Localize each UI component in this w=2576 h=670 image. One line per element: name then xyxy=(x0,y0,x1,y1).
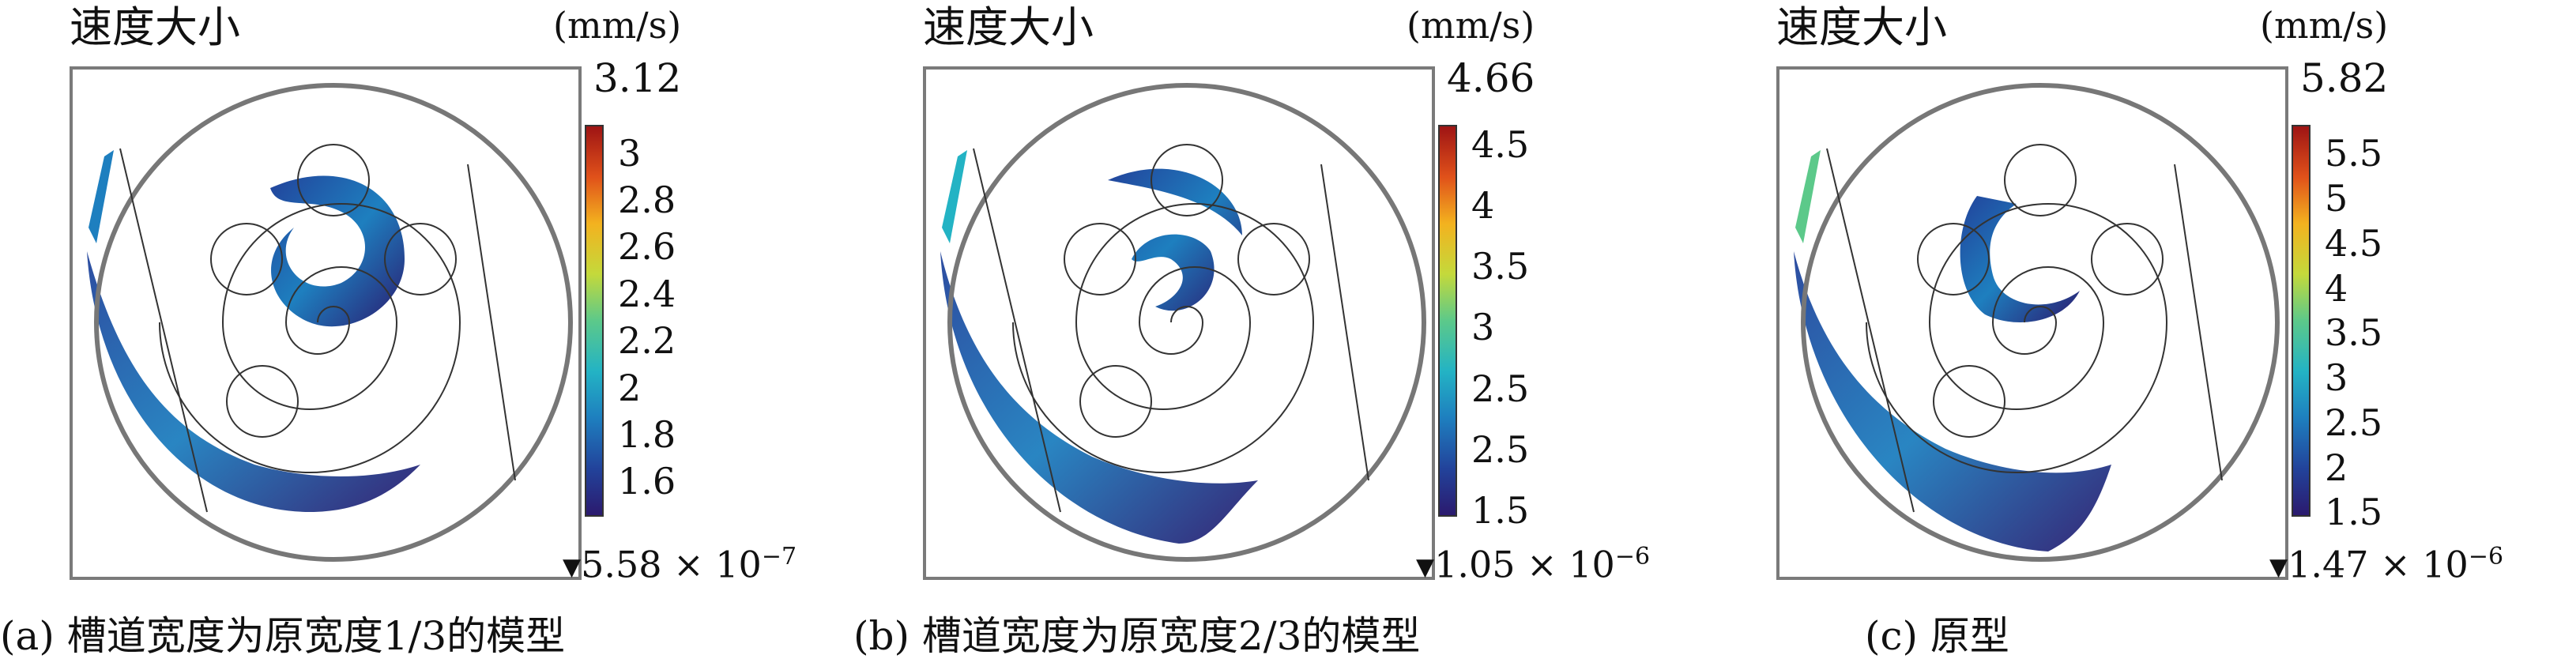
velocity-region-outer xyxy=(940,251,1258,544)
velocity-region-inner xyxy=(1108,168,1242,311)
min-value: 5.58 × 10 xyxy=(581,543,762,586)
colorbar-tick-label: 2.2 xyxy=(618,319,676,363)
min-value: 1.47 × 10 xyxy=(2288,543,2469,586)
min-exponent: −7 xyxy=(761,543,797,570)
colorbar-tick-label: 2.6 xyxy=(618,225,676,269)
colorbar xyxy=(1438,125,1457,517)
velocity-region-outer xyxy=(1794,251,2111,551)
colorbar-ticks: 5.5 5 4.5 4 3.5 3 2.5 2 1.5 xyxy=(2325,125,2435,530)
colorbar-tick-label: 2.5 xyxy=(1471,428,1530,471)
velocity-region-wall xyxy=(942,150,967,243)
colorbar-tick-label: 3.5 xyxy=(2325,311,2383,355)
figure-panel-c: 速度大小 (mm/s) ▲ 5.82 5.554.543.532 xyxy=(1707,0,2560,670)
panel-title: 速度大小 xyxy=(923,2,1094,52)
colorbar-tick-label: 1.6 xyxy=(618,460,676,503)
colorbar-tick-label: 2.5 xyxy=(1471,367,1530,410)
spiral-lines xyxy=(973,144,1369,513)
casing-circle xyxy=(1801,83,2280,562)
colorbar-ticks: 4.5 4 3.5 3 2.5 2.5 1.5 xyxy=(1471,122,1582,529)
colorbar-tick-label: 2.5 xyxy=(2325,401,2383,444)
triangle-down-icon: ▼ xyxy=(2269,553,2288,582)
min-value-label: ▼5.58 × 10−7 xyxy=(563,529,797,595)
max-value: 5.82 xyxy=(2299,55,2389,101)
velocity-region-inner xyxy=(1960,196,2080,322)
flow-field-plot xyxy=(70,66,582,580)
flow-field-plot xyxy=(923,66,1435,580)
colorbar-tick-label: 3.5 xyxy=(1471,245,1530,288)
min-value-label: ▼1.05 × 10−6 xyxy=(1416,529,1650,595)
colorbar-tick-label: 5.5 xyxy=(2325,132,2383,175)
velocity-region-outer xyxy=(87,251,420,512)
panel-title: 速度大小 xyxy=(70,2,240,52)
min-exponent: −6 xyxy=(2468,543,2504,570)
panel-title: 速度大小 xyxy=(1776,2,1947,52)
colorbar-tick-label: 1.8 xyxy=(618,413,676,457)
casing-circle xyxy=(947,83,1426,562)
colorbar-tick-label: 3 xyxy=(2325,356,2348,400)
colorbar-tick-label: 4.5 xyxy=(1471,122,1530,166)
max-value: 3.12 xyxy=(593,55,682,101)
colorbar-tick-label: 1.5 xyxy=(2325,491,2383,534)
unit-label: (mm/s) xyxy=(553,4,682,47)
colorbar-tick-label: 1.5 xyxy=(1471,489,1530,533)
colorbar-tick-label: 2 xyxy=(2325,446,2348,489)
velocity-region-inner xyxy=(270,175,405,327)
figure-panel-a: 速度大小 (mm/s) ▲ 3.12 32.82.62.42.2 xyxy=(0,0,853,670)
spiral-lines xyxy=(1826,144,2223,513)
max-value: 4.66 xyxy=(1446,55,1535,101)
colorbar-tick-label: 5 xyxy=(2325,177,2348,220)
colorbar-tick-label: 2.4 xyxy=(618,272,676,315)
panel-caption: (c) 原型 xyxy=(1865,613,2009,659)
panel-caption: (b) 槽道宽度为原宽度2/3的模型 xyxy=(853,613,1421,659)
colorbar-tick-label: 4 xyxy=(1471,183,1495,227)
triangle-down-icon: ▼ xyxy=(563,553,582,582)
velocity-region-wall xyxy=(1795,150,1821,243)
flow-field-plot xyxy=(1776,66,2288,580)
colorbar-tick-label: 4 xyxy=(2325,266,2348,310)
panel-caption: (a) 槽道宽度为原宽度1/3的模型 xyxy=(0,613,566,659)
colorbar-tick-label: 2 xyxy=(618,366,642,409)
colorbar-tick-label: 3 xyxy=(618,131,642,175)
triangle-down-icon: ▼ xyxy=(1416,553,1435,582)
velocity-region-wall xyxy=(89,150,114,243)
min-value: 1.05 × 10 xyxy=(1434,543,1615,586)
min-exponent: −6 xyxy=(1614,543,1651,570)
colorbar-tick-label: 2.8 xyxy=(618,179,676,222)
casing-circle xyxy=(94,83,573,562)
colorbar xyxy=(585,125,604,517)
min-value-label: ▼1.47 × 10−6 xyxy=(2269,529,2503,595)
colorbar-ticks: 3 2.8 2.6 2.4 2.2 2 1.8 1.6 xyxy=(618,125,729,517)
colorbar xyxy=(2292,125,2310,517)
unit-label: (mm/s) xyxy=(2260,4,2389,47)
colorbar-tick-label: 3 xyxy=(1471,306,1495,349)
unit-label: (mm/s) xyxy=(1407,4,1535,47)
figure-panel-b: 速度大小 (mm/s) ▲ 4.66 4.543.532.52. xyxy=(853,0,1707,670)
colorbar-tick-label: 4.5 xyxy=(2325,221,2383,265)
spiral-lines xyxy=(119,144,516,513)
